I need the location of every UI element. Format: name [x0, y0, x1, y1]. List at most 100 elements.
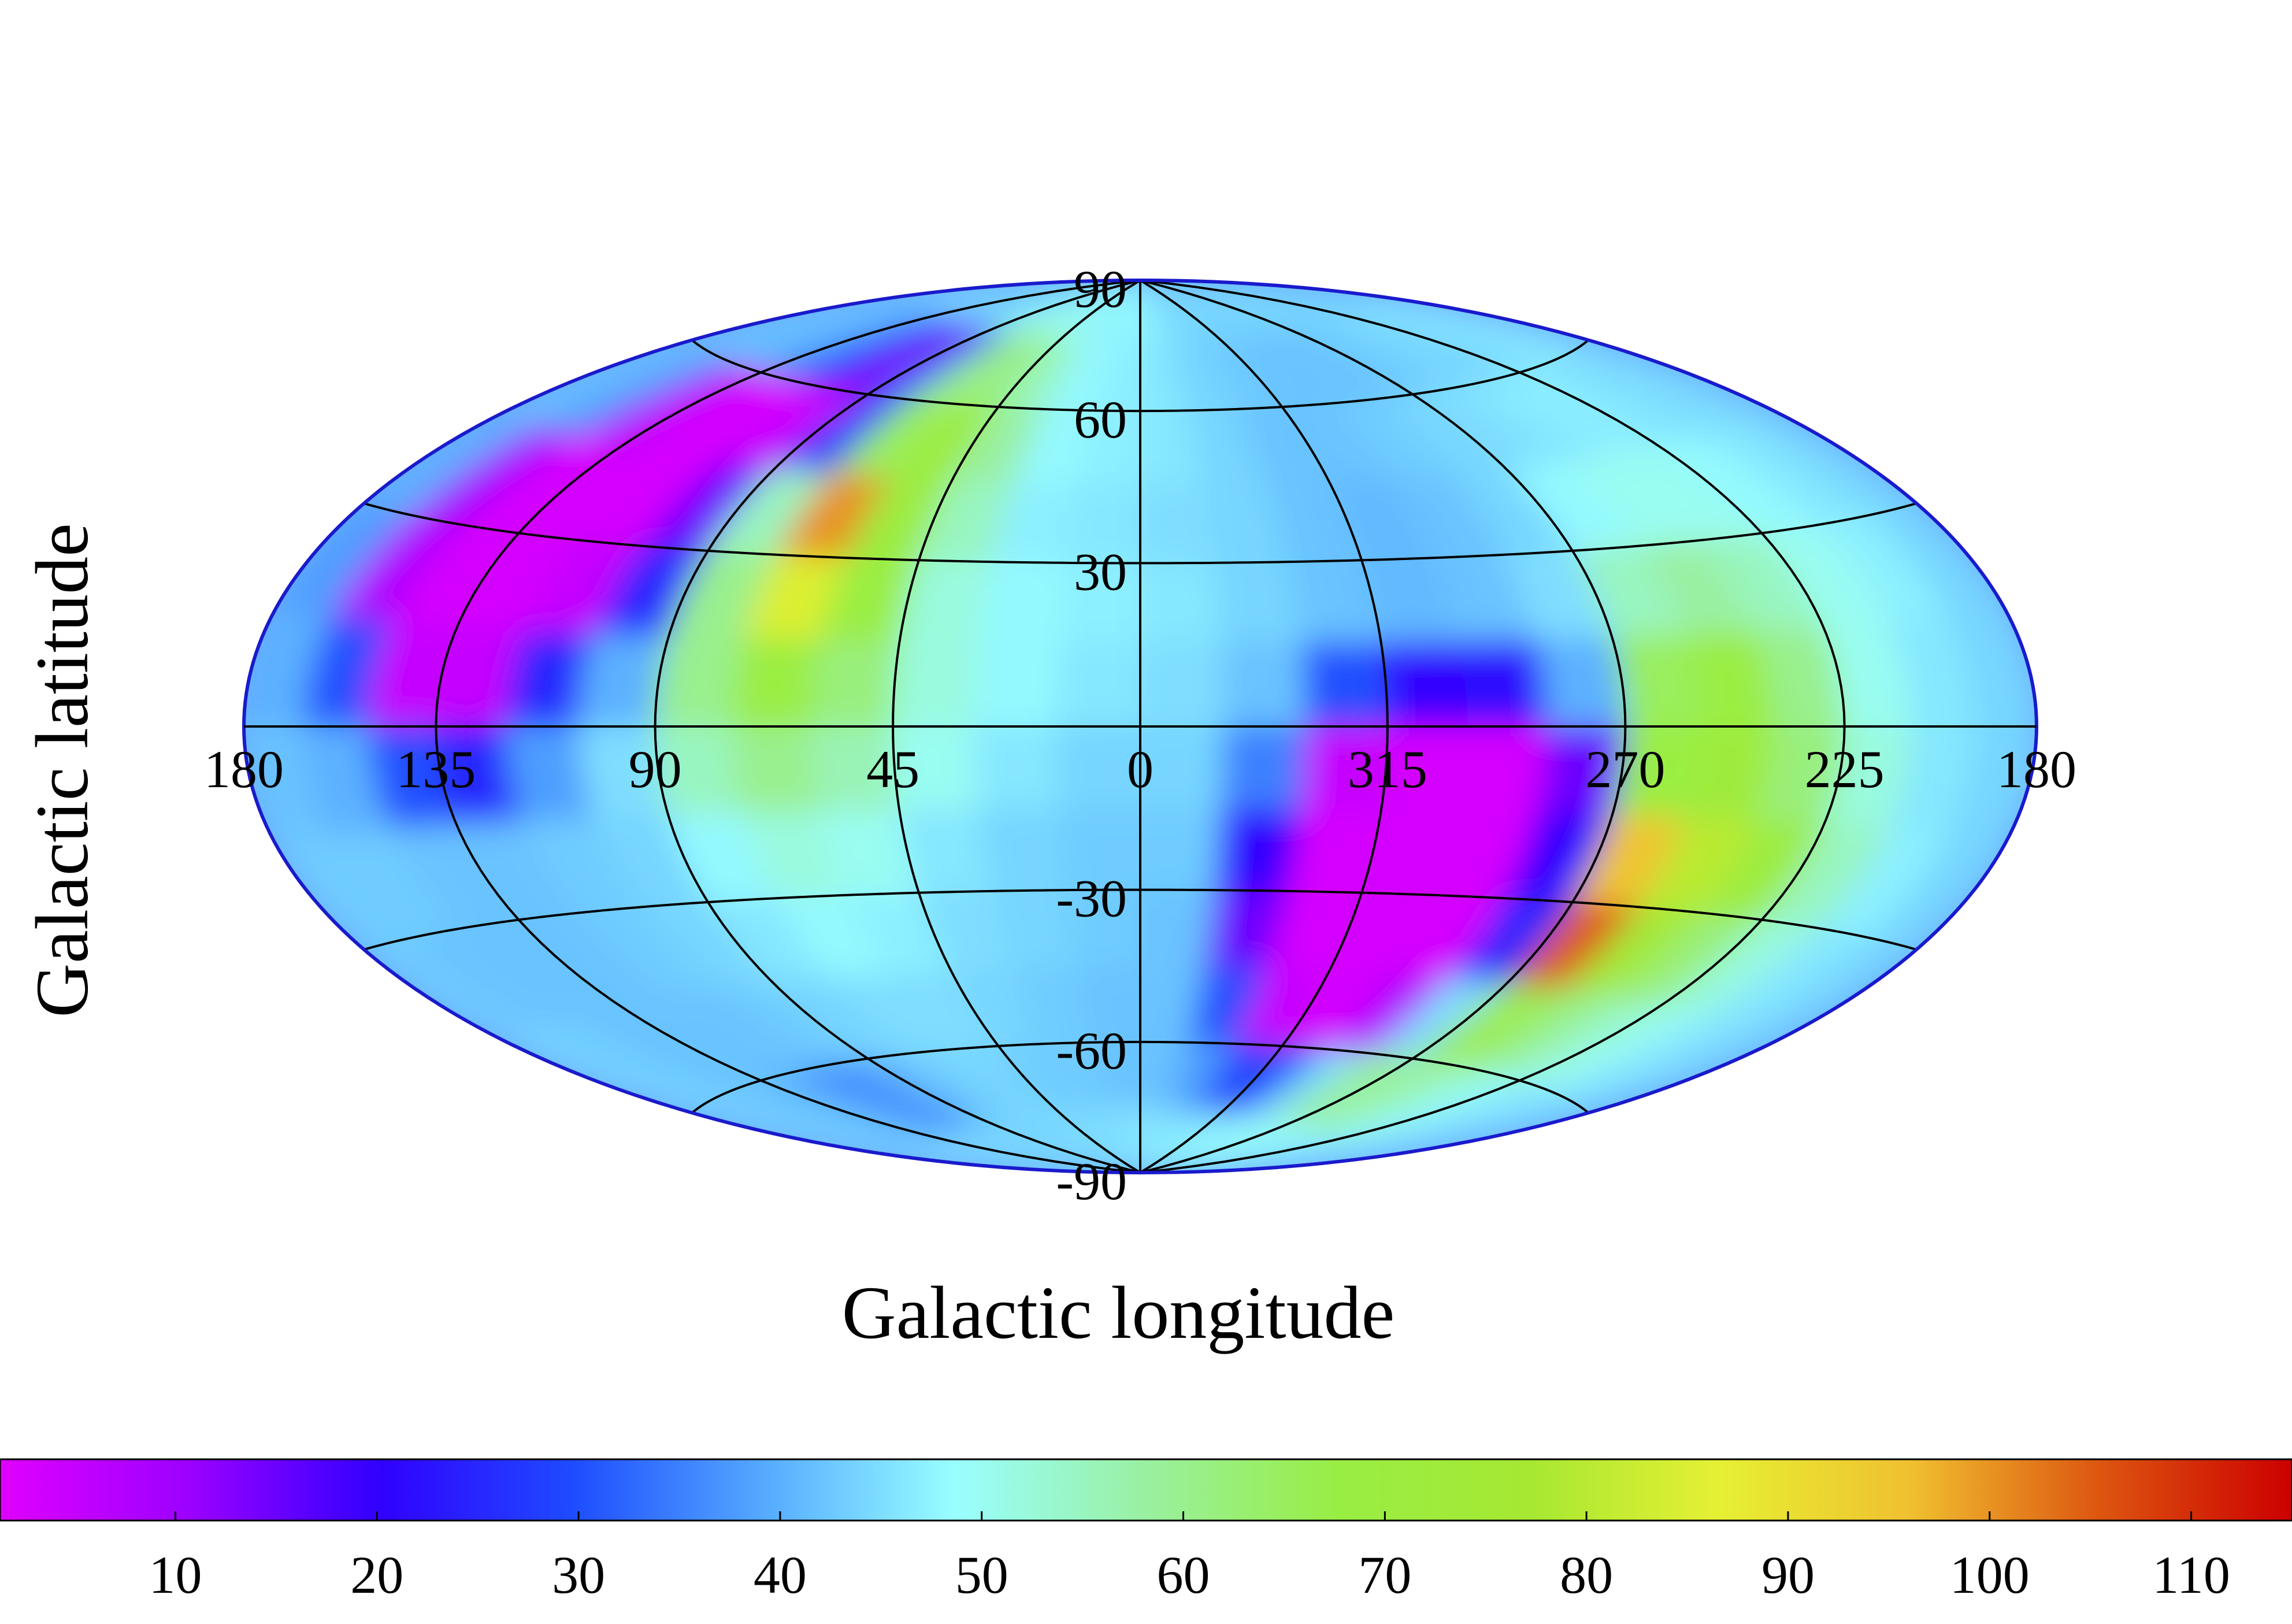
heat-cell	[1112, 280, 1141, 343]
heat-cell	[1755, 725, 1845, 826]
heat-cell	[1139, 889, 1216, 969]
heat-cell	[455, 820, 580, 921]
heat-cell	[1140, 1137, 1360, 1173]
heat-cell	[1610, 446, 1763, 542]
heat-cell	[1140, 280, 1221, 342]
heat-cell	[1267, 329, 1414, 401]
heat-cell	[666, 380, 831, 464]
heat-cell	[1085, 280, 1140, 343]
y-tick-label: -60	[1056, 1021, 1127, 1080]
heat-cell	[1432, 554, 1538, 643]
heat-cell	[461, 918, 623, 1018]
heat-cell	[1816, 514, 1950, 625]
heat-cell	[1380, 725, 1470, 813]
colorbar-tick-label: 110	[2152, 1545, 2230, 1604]
heat-cell	[1610, 911, 1763, 1007]
heat-cell	[866, 1052, 1013, 1124]
colorbar-tick-label: 80	[1560, 1545, 1613, 1604]
heat-cell	[1140, 280, 1247, 340]
x-tick-label: 45	[866, 740, 919, 799]
heat-cell	[455, 532, 580, 633]
heat-cell	[1571, 545, 1686, 639]
heat-cell	[1140, 280, 1195, 343]
heat-cell	[921, 280, 1140, 316]
heat-cell	[1327, 1071, 1522, 1139]
parallel	[691, 339, 1589, 413]
heat-cell	[732, 639, 822, 728]
heat-cell	[1448, 897, 1574, 985]
heat-cell	[1289, 325, 1453, 395]
heat-cell	[1816, 828, 1950, 939]
heat-cell	[1504, 462, 1640, 552]
heat-cell	[1868, 502, 2008, 619]
heat-cell	[1518, 1005, 1705, 1091]
heat-cell	[640, 462, 776, 552]
heat-cell	[974, 725, 1060, 811]
heat-cell	[1139, 643, 1224, 728]
colorbar-tick-label: 60	[1157, 1545, 1210, 1604]
heat-cell	[1140, 1143, 1369, 1173]
heat-cell	[1536, 636, 1626, 728]
heat-cell	[1411, 387, 1563, 470]
heat-cell	[718, 387, 870, 470]
heat-cell	[773, 978, 911, 1059]
heat-cell	[1092, 1041, 1141, 1112]
heat-cell	[1571, 814, 1686, 908]
heat-cell	[978, 808, 1067, 892]
heat-cell	[1545, 351, 1744, 437]
heat-cell	[1112, 1110, 1141, 1173]
heat-cell	[827, 1058, 991, 1128]
heat-cell	[1536, 725, 1626, 817]
colorbar-tick-label: 50	[955, 1545, 1008, 1604]
heat-cell	[898, 809, 993, 894]
y-tick-label: -90	[1056, 1152, 1127, 1211]
heat-cell	[1140, 1131, 1347, 1173]
heat-cell	[1193, 1043, 1284, 1115]
heat-cell	[1140, 1111, 1221, 1173]
heat-cell	[654, 636, 745, 728]
heat-cell	[819, 809, 920, 896]
heat-cell	[273, 834, 413, 951]
heat-cell	[1139, 410, 1205, 486]
heat-cell	[594, 814, 710, 908]
x-tick-label: 315	[1348, 740, 1427, 799]
heat-cell	[949, 280, 1140, 327]
heat-cell	[1219, 1045, 1329, 1117]
heat-cell	[1637, 539, 1757, 636]
x-tick-label: 270	[1585, 740, 1665, 799]
heat-cell	[1309, 320, 1489, 389]
heat-cell	[461, 435, 623, 535]
heat-cell	[330, 828, 464, 939]
heat-cell	[1700, 532, 1825, 633]
heat-cell	[1740, 937, 1918, 1043]
heat-cell	[1140, 280, 1369, 310]
heat-cell	[1187, 408, 1268, 485]
heat-cell	[537, 351, 735, 437]
heat-cell	[1220, 725, 1307, 811]
heat-cell	[273, 502, 413, 619]
heat-cell	[1289, 1058, 1453, 1128]
heat-cell	[898, 559, 993, 644]
heat-cell	[330, 514, 464, 625]
heat-cell	[435, 725, 526, 826]
heat-cell	[718, 983, 870, 1066]
heat-cell	[991, 482, 1078, 564]
heat-cell	[1065, 484, 1141, 564]
heat-cell	[775, 473, 892, 559]
heat-cell	[368, 622, 458, 728]
colorbar-tick-label: 90	[1761, 1545, 1815, 1604]
x-tick-label: 90	[629, 740, 682, 799]
heat-cell	[892, 642, 980, 728]
heat-cell	[575, 362, 763, 448]
heatmap-cells	[244, 280, 2037, 1173]
y-tick-label: 30	[1074, 543, 1127, 602]
heat-cell	[1411, 983, 1563, 1066]
heat-cell	[1326, 398, 1451, 479]
heat-cell	[775, 894, 892, 980]
heat-cell	[1448, 468, 1574, 556]
heat-cell	[362, 937, 541, 1043]
heat-cell	[1449, 380, 1614, 464]
heat-cell	[1326, 974, 1451, 1055]
heat-cell	[1309, 1064, 1489, 1133]
heat-cell	[830, 974, 955, 1055]
